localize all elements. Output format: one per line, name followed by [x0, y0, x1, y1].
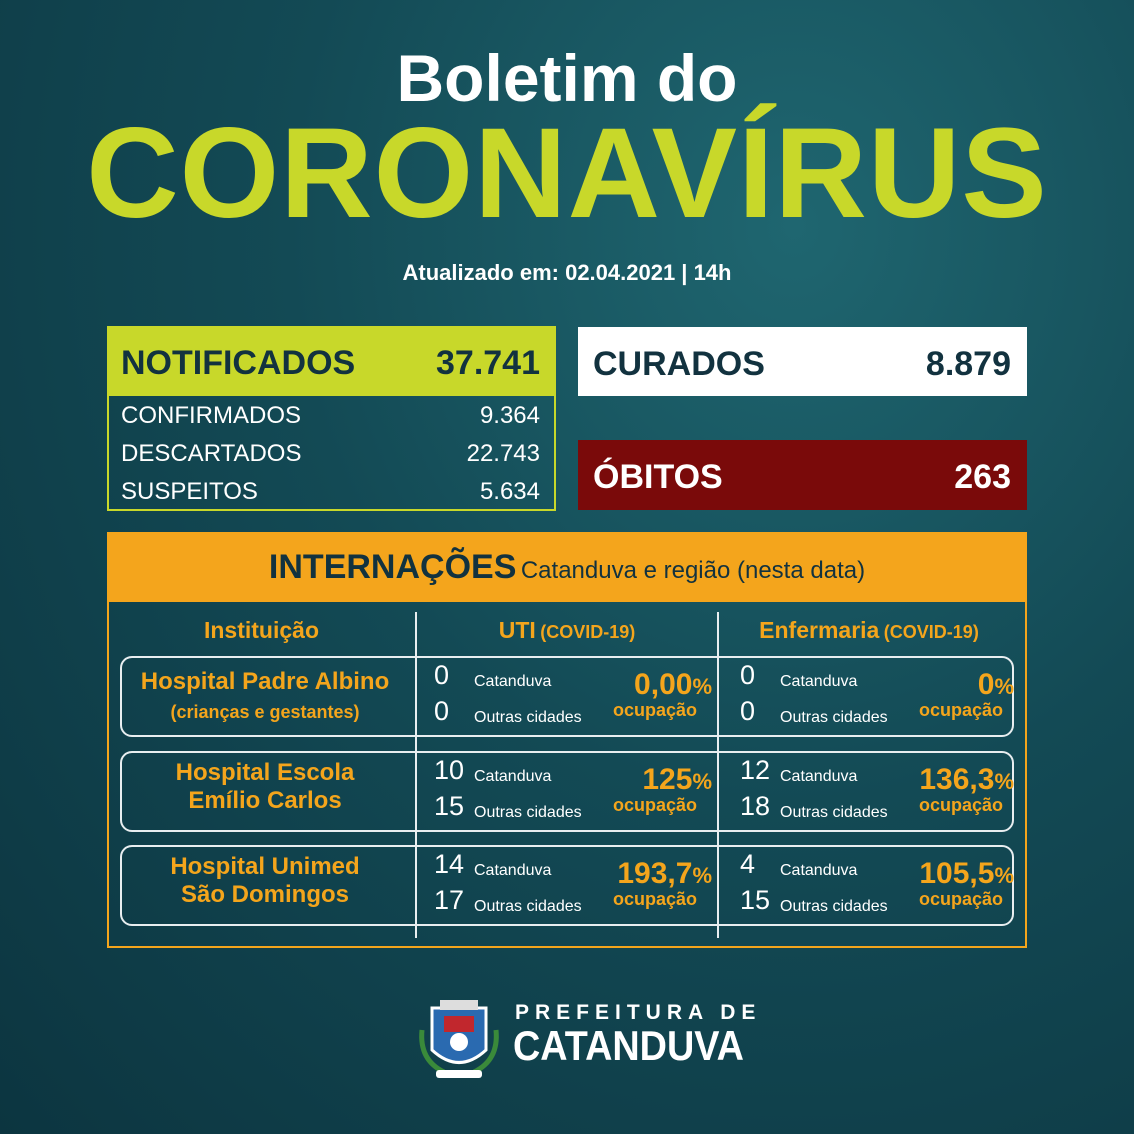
internacoes-heading: INTERNAÇÕES Catanduva e região (nesta da… [0, 548, 1134, 587]
hospital-name: Hospital Unimed [170, 853, 360, 880]
hospital-row [120, 750, 1014, 832]
occupancy-label: ocupação [918, 794, 1004, 815]
notificados-row-label: SUSPEITOS [121, 478, 258, 505]
hospital-name: Hospital Padre Albino [140, 668, 390, 695]
count-label: Catanduva [780, 673, 858, 690]
curados-value: 8.879 [925, 345, 1011, 383]
count-label: Outras cidades [780, 803, 888, 821]
obitos-label: ÓBITOS [593, 458, 723, 496]
hospital-name: Hospital Escola [175, 758, 355, 786]
count-label: Outras cidades [474, 709, 582, 726]
notificados-row-value: 5.634 [479, 478, 540, 505]
count: 0 [740, 660, 756, 690]
updated: Atualizado em: 02.04.2021 | 14h [402, 260, 732, 285]
count-label: Catanduva [780, 862, 858, 879]
count: 15 [740, 885, 771, 915]
occupancy-unit: % [994, 863, 1014, 888]
count: 17 [434, 885, 465, 915]
column-name: Instituição [203, 617, 319, 643]
notificados-row-label: CONFIRMADOS [121, 402, 301, 429]
column-name: UTI [498, 617, 536, 643]
footer-line2: CATANDUVA [513, 1022, 744, 1069]
occupancy-value: 0 [977, 668, 995, 701]
notificados-row-label: DESCARTADOS [121, 440, 302, 467]
curados-label: CURADOS [593, 345, 765, 383]
column-name: Enfermaria [759, 617, 880, 643]
notificados-row-value: 9.364 [479, 402, 540, 429]
column-note: (COVID-19) [540, 622, 636, 642]
count-label: Catanduva [780, 767, 858, 785]
count: 0 [434, 660, 450, 690]
hospital-row [120, 656, 1014, 737]
title-line1: Boletim do [396, 41, 738, 115]
curados-box [578, 327, 1027, 396]
count-label: Catanduva [474, 673, 552, 690]
count: 12 [740, 754, 771, 785]
count: 14 [434, 849, 465, 879]
column-header: UTI (COVID-19) [417, 617, 717, 644]
occupancy-value: 0,00 [634, 668, 693, 701]
column-header: Instituição [107, 617, 416, 644]
internacoes-subtitle: Catanduva e região (nesta data) [520, 557, 866, 584]
count-label: Catanduva [474, 767, 552, 785]
occupancy-unit: % [692, 768, 712, 794]
occupancy: 136,3% [919, 763, 1014, 797]
obitos-value: 263 [954, 458, 1011, 496]
hospital-name: São Domingos [180, 881, 349, 908]
occupancy-value: 193,7 [617, 857, 693, 890]
column-header: Enfermaria (COVID-19) [719, 617, 1019, 644]
occupancy-unit: % [994, 768, 1014, 794]
notificados-row-value: 22.743 [466, 440, 540, 467]
occupancy: 105,5% [919, 857, 1014, 891]
occupancy-unit: % [994, 674, 1014, 699]
occupancy-unit: % [692, 674, 712, 699]
occupancy: 0% [978, 668, 1014, 702]
internacoes-title: INTERNAÇÕES [268, 548, 517, 586]
divider [415, 612, 417, 938]
internacoes-header [107, 532, 1027, 602]
notificados-value: 37.741 [436, 344, 540, 382]
occupancy-value: 125 [642, 762, 693, 796]
count: 15 [434, 790, 465, 821]
count: 4 [740, 849, 756, 879]
divider [717, 612, 719, 938]
count: 10 [434, 754, 465, 785]
hospital-name: Emílio Carlos [188, 786, 342, 814]
count-label: Outras cidades [474, 898, 582, 915]
count-label: Catanduva [474, 862, 552, 879]
occupancy-label: ocupação [612, 794, 698, 815]
count-label: Outras cidades [780, 898, 888, 915]
notificados-label: NOTIFICADOS [121, 344, 356, 382]
count-label: Outras cidades [474, 803, 582, 821]
occupancy-label: ocupação [612, 889, 698, 909]
occupancy-value: 136,3 [919, 762, 995, 796]
hospital-row [120, 845, 1014, 926]
occupancy: 193,7% [617, 857, 712, 891]
count: 18 [740, 790, 771, 821]
obitos-box [578, 440, 1027, 510]
title-line2: CORONAVÍRUS [86, 102, 1048, 245]
occupancy-value: 105,5 [919, 857, 995, 890]
notificados-header [107, 326, 556, 396]
occupancy-label: ocupação [918, 700, 1004, 720]
occupancy-unit: % [692, 863, 712, 888]
occupancy: 0,00% [634, 668, 712, 702]
occupancy-label: ocupação [918, 889, 1004, 909]
count: 0 [740, 696, 756, 726]
count: 0 [434, 696, 450, 726]
emblem [419, 1000, 499, 1078]
footer-line1: PREFEITURA DE [515, 1001, 762, 1024]
count-label: Outras cidades [780, 709, 888, 726]
hospital-name: (crianças e gestantes) [170, 702, 360, 722]
occupancy-label: ocupação [612, 700, 698, 720]
column-note: (COVID-19) [883, 622, 979, 642]
occupancy: 125% [642, 763, 712, 797]
